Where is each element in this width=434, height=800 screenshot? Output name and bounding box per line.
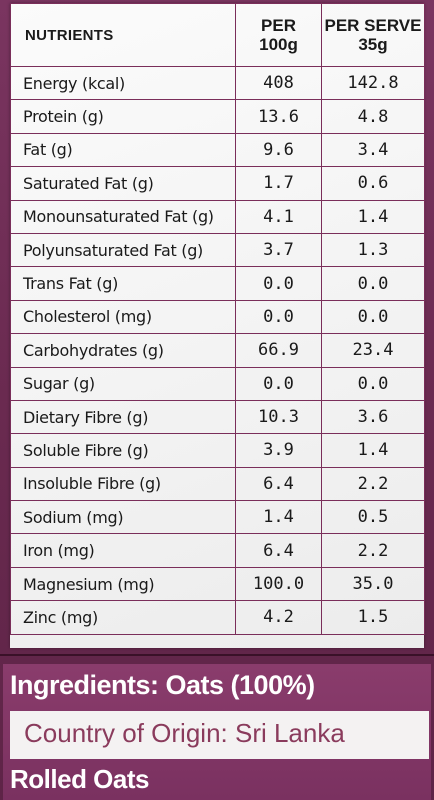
table-row: Insoluble Fibre (g) 6.4 2.2 xyxy=(10,466,425,502)
value-per-100g: 100.0 xyxy=(235,566,322,602)
value-per-100g: 3.9 xyxy=(235,433,322,468)
header-nutrients: NUTRIENTS xyxy=(10,3,236,67)
nutrient-name: Energy (kcal) xyxy=(10,65,236,101)
header-per-100g-line2: 100g xyxy=(259,35,298,54)
nutrient-name: Zinc (mg) xyxy=(10,600,236,635)
value-per-100g: 408 xyxy=(235,65,322,101)
product-name: Rolled Oats xyxy=(10,764,149,794)
value-per-100g: 6.4 xyxy=(235,466,322,502)
table-row: Trans Fat (g) 0.0 0.0 xyxy=(10,266,425,301)
value-per-serve: 142.8 xyxy=(321,65,425,101)
table-row: Protein (g) 13.6 4.8 xyxy=(10,99,425,134)
nutrition-header-row: NUTRIENTS PER 100g PER SERVE 35g xyxy=(10,3,425,67)
value-per-100g: 4.1 xyxy=(235,199,322,234)
ingredients-title: Ingredients: Oats (100%) xyxy=(10,670,315,700)
table-row: Fat (g) 9.6 3.4 xyxy=(10,132,425,168)
table-row: Magnesium (mg) 100.0 35.0 xyxy=(10,566,425,602)
value-per-serve: 2.2 xyxy=(321,466,425,502)
header-per-100g: PER 100g xyxy=(235,3,322,67)
table-row: Cholesterol (mg) 0.0 0.0 xyxy=(10,299,425,335)
nutrient-name: Sugar (g) xyxy=(10,366,236,401)
value-per-100g: 0.0 xyxy=(235,299,322,335)
nutrient-name: Fat (g) xyxy=(10,132,236,168)
nutrient-name: Trans Fat (g) xyxy=(10,266,236,301)
value-per-serve: 0.0 xyxy=(321,266,425,301)
table-row: Carbohydrates (g) 66.9 23.4 xyxy=(10,333,425,368)
table-row: Dietary Fibre (g) 10.3 3.6 xyxy=(10,399,425,435)
header-per-serve-line2: 35g xyxy=(358,35,388,54)
value-per-serve: 0.0 xyxy=(321,366,425,401)
value-per-serve: 1.5 xyxy=(321,600,425,635)
value-per-serve: 4.8 xyxy=(321,99,425,134)
table-row: Polyunsaturated Fat (g) 3.7 1.3 xyxy=(10,232,425,268)
nutrient-name: Protein (g) xyxy=(10,99,236,134)
value-per-100g: 1.7 xyxy=(235,166,322,201)
nutrient-name: Monounsaturated Fat (g) xyxy=(10,199,236,234)
value-per-100g: 1.4 xyxy=(235,500,322,535)
table-row: Energy (kcal) 408 142.8 xyxy=(10,65,425,101)
nutrient-name: Saturated Fat (g) xyxy=(10,166,236,201)
nutrient-name: Soluble Fibre (g) xyxy=(10,433,236,468)
value-per-serve: 0.0 xyxy=(321,299,425,335)
table-row: Saturated Fat (g) 1.7 0.6 xyxy=(10,166,425,201)
section-divider xyxy=(0,654,434,656)
value-per-100g: 10.3 xyxy=(235,399,322,435)
value-per-100g: 0.0 xyxy=(235,366,322,401)
table-row: Iron (mg) 6.4 2.2 xyxy=(10,533,425,568)
value-per-100g: 3.7 xyxy=(235,232,322,268)
value-per-100g: 4.2 xyxy=(235,600,322,635)
value-per-100g: 66.9 xyxy=(235,333,322,368)
header-per-serve-line1: PER SERVE xyxy=(324,16,422,35)
header-per-serve: PER SERVE 35g xyxy=(321,3,425,67)
value-per-serve: 0.5 xyxy=(321,500,425,535)
origin-bar xyxy=(10,711,429,759)
nutrition-table: NUTRIENTS PER 100g PER SERVE 35g Energy … xyxy=(10,3,425,635)
value-per-serve: 1.3 xyxy=(321,232,425,268)
value-per-serve: 23.4 xyxy=(321,333,425,368)
value-per-serve: 1.4 xyxy=(321,433,425,468)
value-per-100g: 0.0 xyxy=(235,266,322,301)
nutrient-name: Insoluble Fibre (g) xyxy=(10,466,236,502)
value-per-100g: 13.6 xyxy=(235,99,322,134)
nutrient-name: Magnesium (mg) xyxy=(10,566,236,602)
nutrient-name: Iron (mg) xyxy=(10,533,236,568)
value-per-serve: 3.6 xyxy=(321,399,425,435)
value-per-100g: 9.6 xyxy=(235,132,322,168)
value-per-serve: 35.0 xyxy=(321,566,425,602)
nutrient-name: Carbohydrates (g) xyxy=(10,333,236,368)
nutrient-name: Polyunsaturated Fat (g) xyxy=(10,232,236,268)
value-per-serve: 2.2 xyxy=(321,533,425,568)
table-row: Zinc (mg) 4.2 1.5 xyxy=(10,600,425,635)
value-per-serve: 0.6 xyxy=(321,166,425,201)
nutrient-name: Sodium (mg) xyxy=(10,500,236,535)
table-row: Monounsaturated Fat (g) 4.1 1.4 xyxy=(10,199,425,234)
nutrient-name: Dietary Fibre (g) xyxy=(10,399,236,435)
value-per-serve: 3.4 xyxy=(321,132,425,168)
value-per-serve: 1.4 xyxy=(321,199,425,234)
header-per-100g-line1: PER xyxy=(261,16,296,35)
nutrient-name: Cholesterol (mg) xyxy=(10,299,236,335)
table-row: Sodium (mg) 1.4 0.5 xyxy=(10,500,425,535)
table-row: Soluble Fibre (g) 3.9 1.4 xyxy=(10,433,425,468)
table-row: Sugar (g) 0.0 0.0 xyxy=(10,366,425,401)
country-of-origin: Country of Origin: Sri Lanka xyxy=(24,718,345,748)
value-per-100g: 6.4 xyxy=(235,533,322,568)
